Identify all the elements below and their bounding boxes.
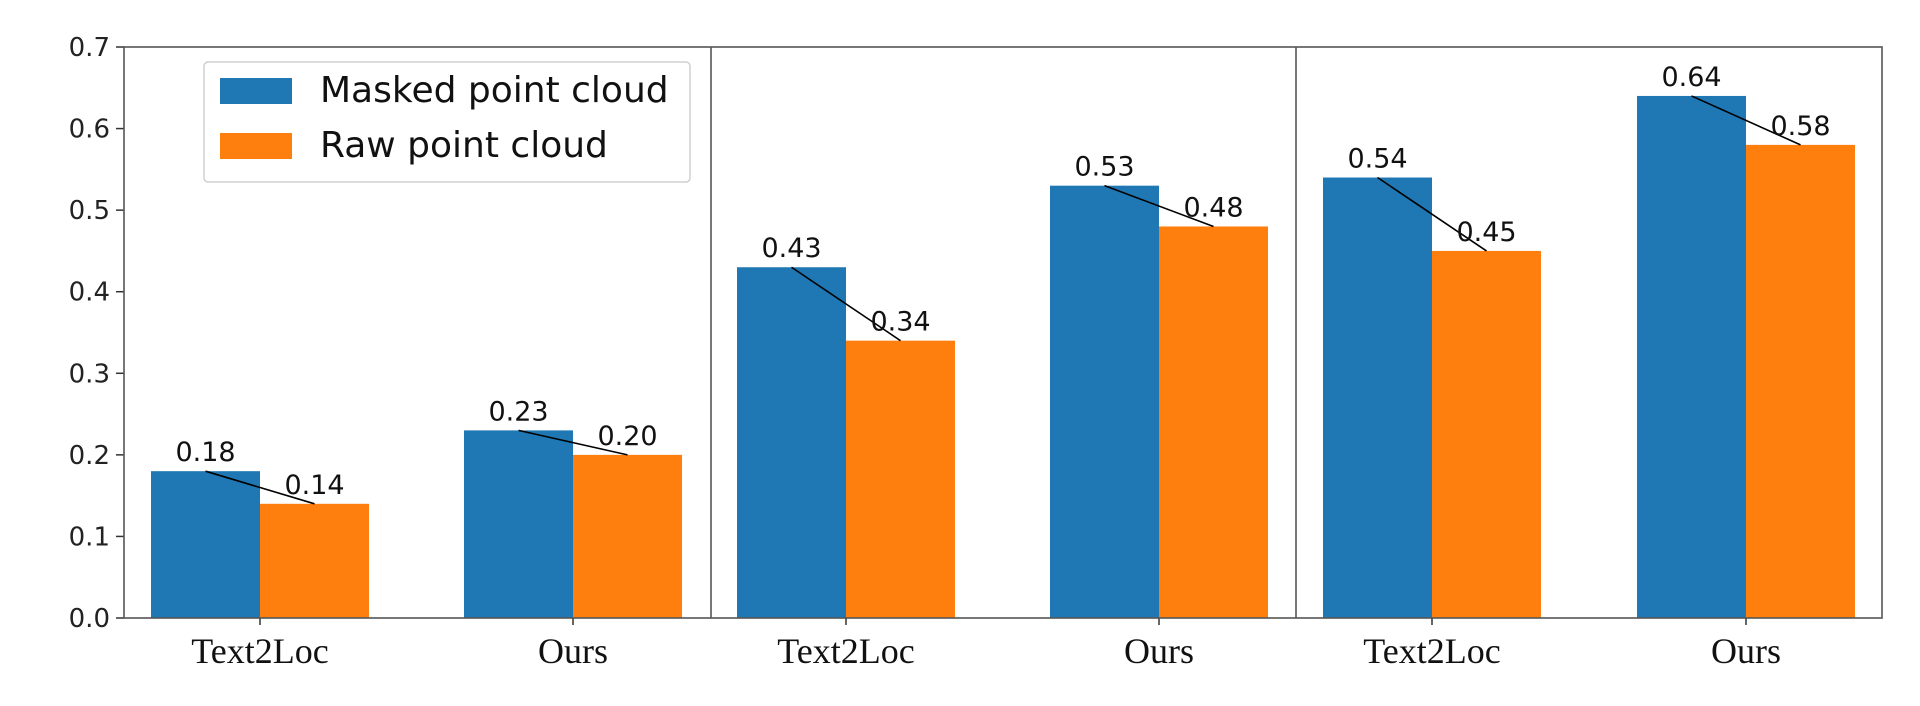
y-tick-label: 0.6 [69,115,110,145]
data-label-masked: 0.54 [1347,144,1407,175]
y-tick-label: 0.0 [69,604,110,634]
x-tick-label: Text2Loc [777,631,914,671]
data-label-raw: 0.45 [1456,217,1516,248]
x-tick-label: Ours [1124,631,1194,671]
x-tick-label: Text2Loc [191,631,328,671]
bar-masked-point-cloud [1050,185,1159,618]
bar-masked-point-cloud [151,471,260,618]
value-connector-line [205,470,315,505]
bar-raw-point-cloud [1432,250,1541,618]
data-label-masked: 0.64 [1661,62,1721,93]
data-label-raw: 0.14 [284,470,344,501]
data-label-masked: 0.53 [1074,152,1134,183]
data-label-raw: 0.48 [1183,192,1243,223]
data-label-masked: 0.23 [488,396,548,427]
legend: Masked point cloud Raw point cloud [203,61,691,183]
y-tick-label: 0.3 [69,359,110,389]
y-tick-label: 0.1 [69,522,110,552]
bar-raw-point-cloud [1159,226,1268,618]
value-connector-line [518,429,628,456]
legend-label: Masked point cloud [320,70,669,111]
value-connector-line [1691,95,1801,146]
data-label-masked: 0.43 [761,233,821,264]
x-tick-label: Ours [538,631,608,671]
bar-raw-point-cloud [260,503,369,618]
bar-raw-point-cloud [573,454,682,618]
legend-swatch [220,78,292,104]
data-label-raw: 0.58 [1770,111,1830,142]
y-tick-label: 0.7 [69,33,110,63]
bar-masked-point-cloud [737,267,846,618]
bar-masked-point-cloud [464,430,573,618]
y-tick-label: 0.2 [69,441,110,471]
value-connector-line [1104,184,1214,228]
legend-swatch [220,133,292,159]
bar-raw-point-cloud [846,340,955,618]
legend-box [203,61,691,183]
value-connector-line [1377,176,1487,252]
value-connector-line [791,266,901,342]
bar-masked-point-cloud [1323,177,1432,618]
x-tick-label: Ours [1711,631,1781,671]
y-tick-label: 0.5 [69,196,110,226]
plot-frame [123,46,1883,619]
x-tick-label: Text2Loc [1363,631,1500,671]
legend-label: Raw point cloud [320,125,608,166]
data-label-raw: 0.20 [597,421,657,452]
data-label-masked: 0.18 [175,437,235,468]
bar-raw-point-cloud [1746,144,1855,618]
data-label-raw: 0.34 [870,307,930,338]
y-tick-label: 0.4 [69,278,110,308]
bar-masked-point-cloud [1637,95,1746,618]
